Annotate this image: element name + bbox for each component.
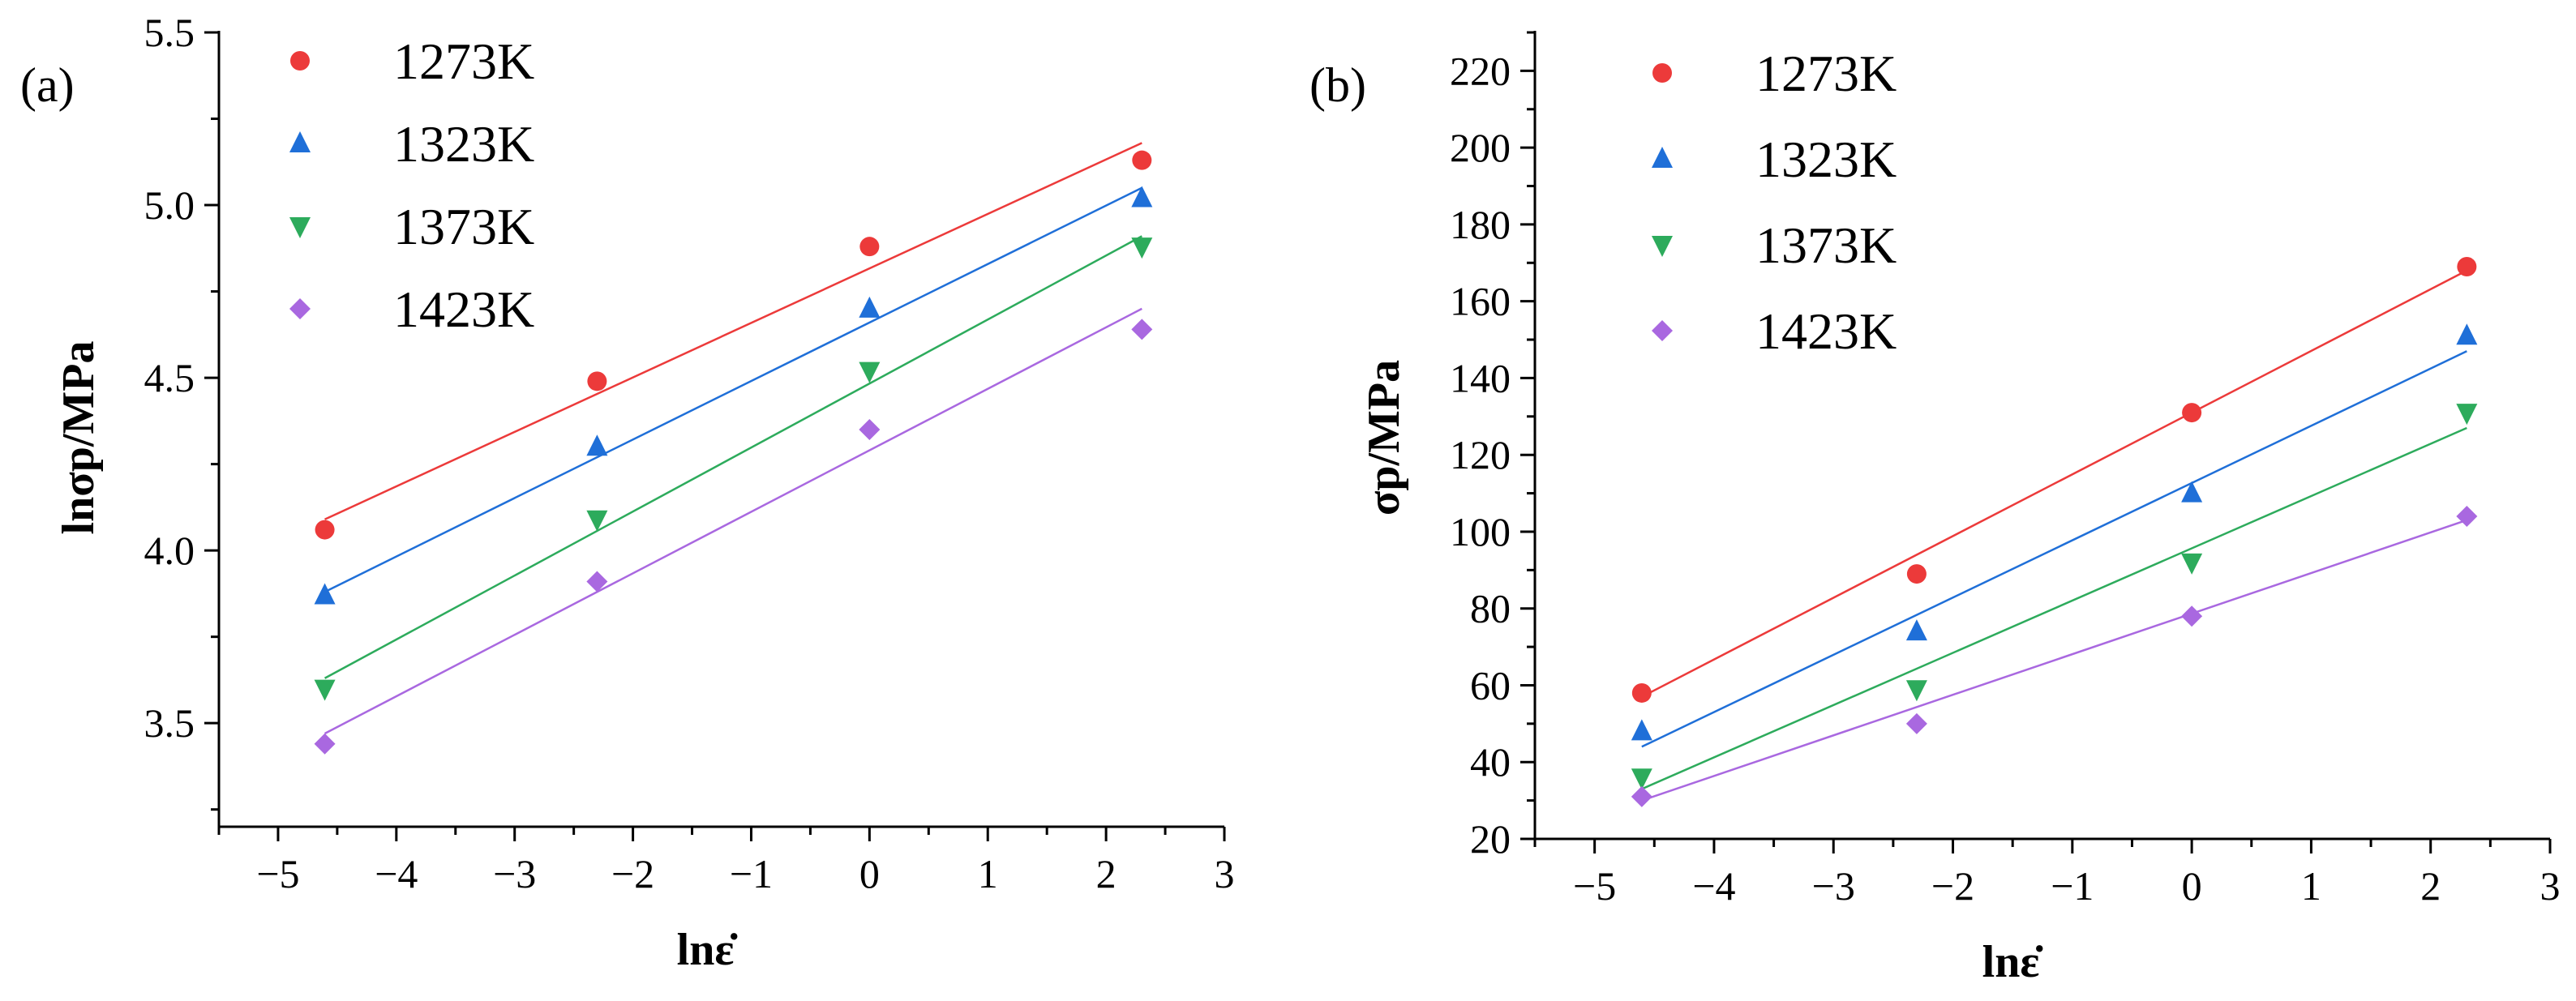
legend-marker-1423K (289, 298, 311, 319)
x-tick-label: 2 (1096, 851, 1117, 896)
legend-marker-1423K (1652, 320, 1673, 341)
data-point-1323K (2456, 323, 2478, 345)
data-point-1323K (1905, 619, 1927, 641)
data-point-1323K (314, 583, 336, 605)
data-point-1373K (314, 679, 336, 701)
x-tick-label: 1 (2301, 863, 2321, 909)
x-tick-label: 0 (2182, 863, 2202, 909)
fit-line-1273K (324, 142, 1142, 520)
y-tick-label: 160 (1450, 279, 1511, 324)
y-tick-label: 5.5 (144, 10, 195, 55)
y-tick-label: 5.0 (144, 182, 195, 228)
y-tick-label: 60 (1470, 662, 1511, 708)
data-point-1323K (1631, 719, 1652, 741)
data-point-1273K (2182, 403, 2202, 423)
x-tick-label: −3 (493, 851, 536, 896)
data-point-1273K (315, 520, 335, 540)
data-point-1423K (2456, 506, 2478, 527)
data-point-1373K (1905, 680, 1927, 702)
x-tick-label: −4 (375, 851, 418, 896)
x-tick-label: −3 (1812, 863, 1855, 909)
legend-label: 1323K (1755, 130, 1897, 188)
fit-line-1423K (1641, 519, 2467, 802)
data-point-1273K (859, 237, 880, 257)
data-point-1423K (1131, 319, 1153, 340)
data-point-1323K (2181, 481, 2203, 503)
panel-b: (b) lnε̇ σp/MPa −5 −4 −3 −2 −1 0 1 2 3 20 40 60 80 10… (1309, 31, 2561, 987)
y-tick-label: 120 (1450, 432, 1511, 477)
x-tick-label: −5 (1573, 863, 1616, 909)
x-axis-title: lnε̇ (1982, 937, 2044, 987)
x-tick-label: 0 (859, 851, 880, 896)
legend-label: 1273K (1755, 45, 1897, 102)
data-point-1273K (1906, 564, 1927, 584)
legend-label: 1423K (393, 280, 534, 338)
data-point-1373K (859, 361, 881, 383)
data-point-1373K (586, 510, 608, 532)
legend-label: 1373K (1755, 216, 1897, 274)
y-tick-label: 220 (1450, 48, 1511, 93)
legend-marker-1323K (289, 131, 311, 152)
data-point-1423K (1631, 785, 1652, 807)
data-point-1273K (2457, 257, 2477, 277)
fit-line-1423K (324, 307, 1142, 735)
x-axis-title: lnε̇ (677, 925, 739, 975)
x-tick-label: −1 (730, 851, 773, 896)
x-tick-label: −2 (611, 851, 654, 896)
y-axis-title: σp/MPa (1359, 360, 1409, 515)
legend-label: 1273K (393, 32, 534, 90)
data-point-1273K (1132, 150, 1152, 170)
legend-label: 1323K (393, 115, 534, 173)
legend-label: 1373K (393, 198, 534, 255)
legend-marker-1323K (1652, 147, 1673, 168)
y-tick-label: 140 (1450, 355, 1511, 400)
fit-line-1323K (1641, 350, 2467, 748)
x-tick-label: 2 (2420, 863, 2441, 909)
panel-label: (b) (1309, 58, 1366, 112)
x-tick-label: −5 (256, 851, 299, 896)
data-point-1423K (859, 419, 881, 440)
y-tick-label: 80 (1470, 586, 1511, 631)
data-point-1373K (2181, 553, 2203, 575)
x-tick-label: 1 (978, 851, 998, 896)
panel-a: (a) lnε̇ lnσp/MPa −5 −4 −3 −2 −1 0 1 2 3 3.5 4.0 4.… (20, 10, 1235, 975)
fit-line-1373K (324, 235, 1142, 679)
x-tick-label: −1 (2051, 863, 2094, 909)
fit-line-1373K (1641, 426, 2467, 790)
y-tick-label: 4.5 (144, 355, 195, 400)
data-point-1323K (1131, 186, 1153, 207)
data-point-1423K (1905, 712, 1927, 734)
panel-label: (a) (20, 58, 75, 112)
data-point-1273K (1631, 682, 1652, 703)
x-tick-label: 3 (2540, 863, 2561, 909)
data-point-1373K (2456, 404, 2478, 426)
data-point-1423K (2181, 605, 2203, 627)
legend-marker-1373K (1652, 236, 1673, 257)
data-point-1423K (586, 571, 608, 592)
y-tick-label: 180 (1450, 202, 1511, 247)
legend-marker-1373K (289, 217, 311, 238)
legend-label: 1423K (1755, 302, 1897, 360)
data-point-1373K (1631, 768, 1652, 790)
data-point-1323K (859, 296, 881, 318)
fit-line-1273K (1641, 269, 2467, 698)
data-point-1273K (587, 371, 607, 391)
data-point-1423K (314, 733, 336, 755)
y-tick-label: 3.5 (144, 700, 195, 746)
y-tick-label: 100 (1450, 509, 1511, 554)
y-tick-label: 40 (1470, 739, 1511, 785)
y-tick-label: 4.0 (144, 528, 195, 573)
x-tick-label: −2 (1931, 863, 1974, 909)
y-tick-label: 20 (1470, 816, 1511, 862)
legend-marker-1273K (1652, 63, 1672, 83)
y-tick-label: 200 (1450, 125, 1511, 170)
x-tick-label: −4 (1692, 863, 1735, 909)
x-tick-label: 3 (1215, 851, 1235, 896)
legend-marker-1273K (290, 51, 310, 71)
fit-line-1323K (324, 186, 1142, 593)
data-point-1323K (586, 434, 608, 456)
y-axis-title: lnσp/MPa (54, 341, 104, 535)
data-point-1373K (1131, 237, 1153, 259)
